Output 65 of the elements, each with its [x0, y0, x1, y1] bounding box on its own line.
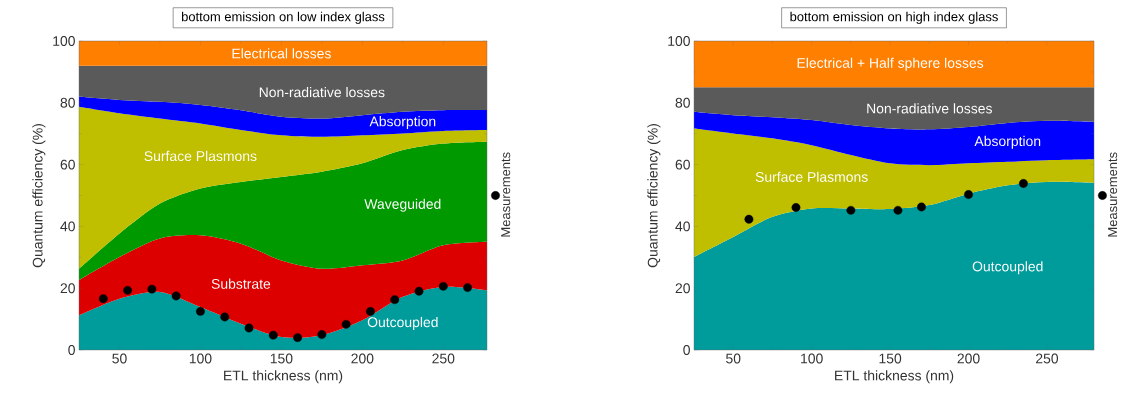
- y-tick-label: 80: [60, 97, 75, 108]
- point: [293, 333, 302, 343]
- y-axis-title: Quantum efficiency (%): [32, 124, 46, 268]
- x-tick-label: 250: [432, 353, 455, 364]
- chart-title: bottom emission on high index glass: [790, 11, 998, 24]
- y-tick-label: 20: [60, 283, 75, 294]
- series-label: Surface Plasmons: [755, 171, 868, 182]
- point: [171, 291, 181, 301]
- point: [268, 330, 278, 340]
- point: [98, 294, 108, 304]
- x-tick-label: 100: [801, 353, 823, 364]
- point: [147, 284, 157, 294]
- y-tick-label: 0: [68, 345, 75, 355]
- series-label: Substrate: [211, 278, 271, 289]
- y-tick-label: 20: [675, 283, 690, 294]
- y-tick-label: 60: [60, 159, 75, 170]
- point: [220, 312, 230, 322]
- point: [438, 281, 448, 291]
- point: [341, 319, 351, 329]
- series-label: Non-radiative losses: [259, 87, 385, 98]
- series-label: Electrical losses: [232, 48, 331, 59]
- x-tick-label: 100: [189, 353, 212, 364]
- point: [390, 295, 400, 305]
- point: [846, 205, 856, 215]
- point: [463, 283, 472, 292]
- series-label: Absorption: [974, 135, 1041, 149]
- y-tick-label: 60: [675, 159, 690, 170]
- y-tick-label: 100: [668, 36, 690, 46]
- legend-label: Measurements: [501, 152, 511, 237]
- x-tick-label: 50: [726, 353, 741, 364]
- y-axis-title: Quantum efficiency (%): [647, 124, 661, 268]
- series-label: Non-radiative losses: [867, 103, 992, 114]
- point: [317, 330, 327, 339]
- x-axis-title: ETL thickness (nm): [835, 370, 954, 384]
- point: [1019, 179, 1028, 188]
- x-tick-label: 150: [270, 353, 293, 364]
- legend-label: Measurements: [1108, 152, 1118, 237]
- y-tick-label: 80: [675, 97, 690, 108]
- series-label: Outcoupled: [972, 261, 1043, 275]
- point: [414, 286, 424, 296]
- y-tick-label: 100: [53, 36, 75, 46]
- series-label: Waveguided: [364, 198, 441, 212]
- point: [244, 323, 254, 333]
- x-tick-label: 150: [879, 353, 902, 364]
- series-label: Electrical + Half sphere losses: [797, 57, 984, 71]
- y-tick-label: 40: [675, 221, 690, 232]
- x-tick-label: 200: [957, 353, 980, 364]
- x-tick-label: 200: [351, 353, 374, 364]
- x-tick-label: 250: [1036, 353, 1059, 364]
- point: [744, 214, 754, 224]
- y-tick-label: 40: [60, 221, 75, 232]
- point: [791, 203, 801, 212]
- x-tick-label: 50: [112, 353, 127, 364]
- series-label: Surface Plasmons: [144, 150, 257, 162]
- x-axis-title: ETL thickness (nm): [224, 370, 343, 384]
- point: [964, 190, 973, 199]
- series-label: Absorption: [369, 116, 436, 130]
- point: [917, 202, 926, 212]
- point: [366, 306, 375, 316]
- chart-title: bottom emission on low index glass: [181, 11, 385, 24]
- y-tick-label: 0: [683, 345, 690, 355]
- series-label: Outcoupled: [367, 316, 438, 330]
- point: [123, 285, 132, 295]
- point: [893, 205, 903, 215]
- point: [196, 306, 205, 316]
